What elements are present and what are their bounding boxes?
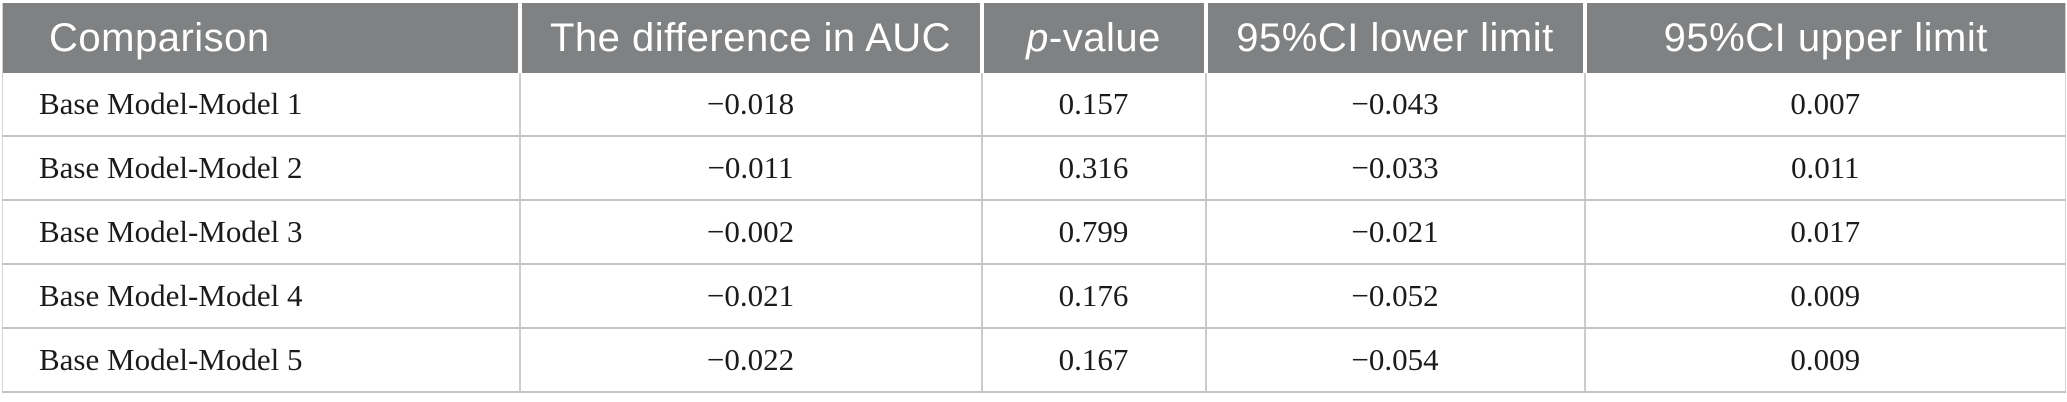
cell-ci-lower: −0.054 bbox=[1205, 328, 1586, 393]
column-header-p-value: p-value bbox=[981, 3, 1208, 73]
cell-ci-lower: −0.052 bbox=[1205, 264, 1586, 329]
column-header-comparison: Comparison bbox=[2, 3, 522, 73]
table-row: Base Model-Model 4 −0.021 0.176 −0.052 0… bbox=[2, 264, 2066, 329]
cell-ci-upper: 0.007 bbox=[1584, 73, 2066, 137]
cell-ci-upper: 0.009 bbox=[1584, 264, 2066, 329]
cell-ci-upper: 0.011 bbox=[1584, 136, 2066, 201]
cell-comparison: Base Model-Model 1 bbox=[2, 73, 521, 137]
cell-ci-lower: −0.033 bbox=[1205, 136, 1586, 201]
cell-p-value: 0.167 bbox=[981, 328, 1207, 393]
cell-ci-upper: 0.017 bbox=[1584, 200, 2066, 265]
cell-comparison: Base Model-Model 4 bbox=[2, 264, 521, 329]
column-header-ci-upper: 95%CI upper limit bbox=[1584, 3, 2066, 73]
table-row: Base Model-Model 5 −0.022 0.167 −0.054 0… bbox=[2, 328, 2066, 393]
table-row: Base Model-Model 3 −0.002 0.799 −0.021 0… bbox=[2, 200, 2066, 265]
column-header-ci-lower: 95%CI lower limit bbox=[1205, 3, 1587, 73]
auc-comparison-table: Comparison The difference in AUC p-value… bbox=[2, 3, 2066, 393]
cell-auc-difference: −0.018 bbox=[519, 73, 983, 137]
cell-ci-lower: −0.043 bbox=[1205, 73, 1586, 137]
p-value-italic-letter: p bbox=[1026, 15, 1049, 60]
cell-ci-upper: 0.009 bbox=[1584, 328, 2066, 393]
cell-p-value: 0.176 bbox=[981, 264, 1207, 329]
cell-comparison: Base Model-Model 2 bbox=[2, 136, 521, 201]
cell-auc-difference: −0.021 bbox=[519, 264, 983, 329]
cell-p-value: 0.316 bbox=[981, 136, 1207, 201]
table-row: Base Model-Model 2 −0.011 0.316 −0.033 0… bbox=[2, 136, 2066, 201]
cell-ci-lower: −0.021 bbox=[1205, 200, 1586, 265]
cell-auc-difference: −0.022 bbox=[519, 328, 983, 393]
cell-auc-difference: −0.011 bbox=[519, 136, 983, 201]
cell-auc-difference: −0.002 bbox=[519, 200, 983, 265]
header-row: Comparison The difference in AUC p-value… bbox=[2, 3, 2066, 73]
table-row: Base Model-Model 1 −0.018 0.157 −0.043 0… bbox=[2, 73, 2066, 137]
cell-p-value: 0.799 bbox=[981, 200, 1207, 265]
cell-comparison: Base Model-Model 3 bbox=[2, 200, 521, 265]
p-value-rest: -value bbox=[1048, 15, 1161, 60]
column-header-auc-difference: The difference in AUC bbox=[519, 3, 984, 73]
cell-p-value: 0.157 bbox=[981, 73, 1207, 137]
cell-comparison: Base Model-Model 5 bbox=[2, 328, 521, 393]
